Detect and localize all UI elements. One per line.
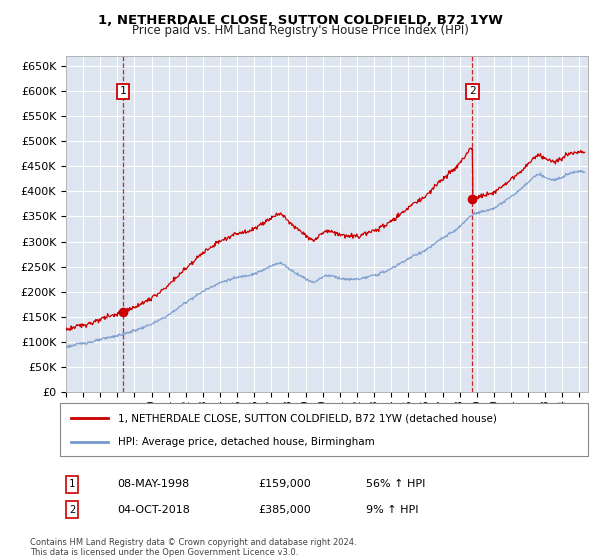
Text: 2: 2 [69,505,75,515]
Text: 1: 1 [120,86,127,96]
Text: Price paid vs. HM Land Registry's House Price Index (HPI): Price paid vs. HM Land Registry's House … [131,24,469,37]
Text: £159,000: £159,000 [258,479,311,489]
Text: 1, NETHERDALE CLOSE, SUTTON COLDFIELD, B72 1YW: 1, NETHERDALE CLOSE, SUTTON COLDFIELD, B… [98,14,502,27]
Text: 9% ↑ HPI: 9% ↑ HPI [366,505,419,515]
Text: 56% ↑ HPI: 56% ↑ HPI [366,479,425,489]
Text: 1, NETHERDALE CLOSE, SUTTON COLDFIELD, B72 1YW (detached house): 1, NETHERDALE CLOSE, SUTTON COLDFIELD, B… [118,413,497,423]
Text: 08-MAY-1998: 08-MAY-1998 [117,479,189,489]
Text: £385,000: £385,000 [258,505,311,515]
Text: Contains HM Land Registry data © Crown copyright and database right 2024.
This d: Contains HM Land Registry data © Crown c… [30,538,356,557]
Text: 04-OCT-2018: 04-OCT-2018 [117,505,190,515]
Text: 2: 2 [469,86,476,96]
Text: HPI: Average price, detached house, Birmingham: HPI: Average price, detached house, Birm… [118,436,375,446]
Text: 1: 1 [69,479,75,489]
FancyBboxPatch shape [60,403,588,456]
